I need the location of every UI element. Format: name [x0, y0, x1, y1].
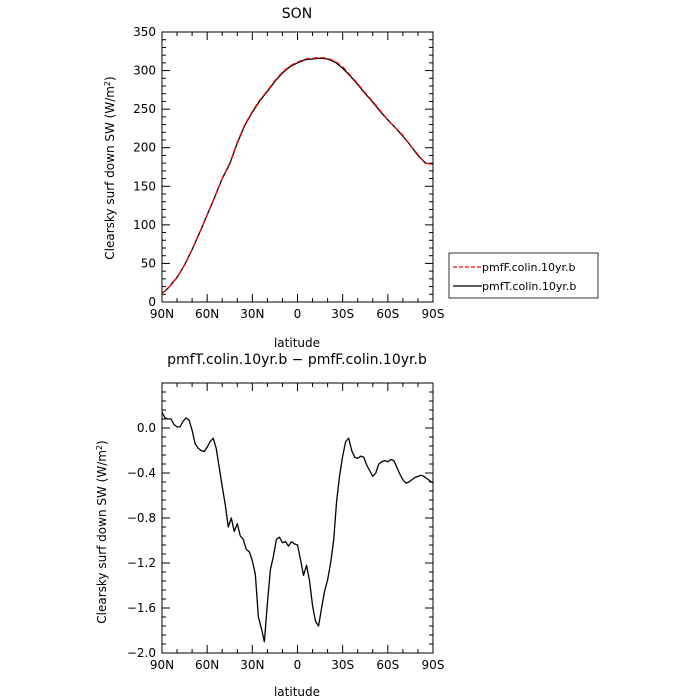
top-chart-x-tick-label: 0 [294, 307, 302, 321]
bottom-chart-y-tick-label: −1.6 [127, 601, 156, 615]
bottom-chart-ticks: 90N 60N 30N 0 30S 60S 90S −2.0 −1.6 −1.2 −0.8 −0.4 0… [127, 382, 445, 672]
top-chart-x-tick-label: 60N [195, 307, 219, 321]
bottom-chart-ylabel-close: ) [95, 440, 109, 445]
top-chart-x-tick-label: 30S [331, 307, 354, 321]
top-chart-ticks: 90N 60N 30N 0 30S 60S 90S 0 50 100 150 200 250 300 350 [133, 25, 444, 321]
legend-label-pmfF: pmfF.colin.10yr.b [482, 261, 576, 274]
bottom-chart-y-tick-label: −2.0 [127, 646, 156, 660]
bottom-chart-ylabel-main: Clearsky surf down SW (W/m [95, 450, 109, 624]
bottom-chart-series-difference [161, 411, 434, 643]
top-chart-panel: SON latitude Clearsky surf down SW (W/m2… [103, 6, 444, 350]
legend-box [448, 252, 599, 299]
top-chart-x-tick-label: 90N [150, 307, 174, 321]
top-chart-y-tick-label: 250 [133, 102, 156, 116]
top-chart-ylabel-superscript: 2 [103, 81, 112, 86]
top-chart-x-tick-label: 90S [422, 307, 445, 321]
top-chart-y-tick-label: 0 [148, 295, 156, 309]
top-chart-ylabel-main: Clearsky surf down SW (W/m [103, 86, 117, 260]
top-chart-y-tick-label: 300 [133, 64, 156, 78]
top-chart-y-tick-label: 50 [141, 256, 156, 270]
bottom-chart-ylabel-superscript: 2 [95, 445, 104, 450]
legend-label-pmfT: pmfT.colin.10yr.b [482, 280, 576, 293]
top-chart-lines [161, 56, 433, 294]
bottom-chart-y-tick-label: −0.4 [127, 466, 156, 480]
top-chart-frame [161, 31, 434, 303]
bottom-chart-x-tick-label: 60S [376, 658, 399, 672]
top-chart-ylabel-close: ) [103, 76, 117, 81]
top-chart-title: SON [282, 6, 312, 22]
top-chart-x-tick-label: 60S [376, 307, 399, 321]
legend: pmfF.colin.10yr.b pmfT.colin.10yr.b [448, 252, 599, 299]
top-chart-series-pmff-colin-10yr-b [161, 56, 433, 294]
bottom-chart-ylabel: Clearsky surf down SW (W/m2) [95, 440, 109, 623]
top-chart-series-pmft-colin-10yr-b [161, 57, 433, 294]
bottom-chart-x-tick-label: 90S [422, 658, 445, 672]
bottom-chart-y-tick-label: −1.2 [127, 556, 156, 570]
top-chart-x-tick-label: 30N [240, 307, 264, 321]
bottom-chart-x-tick-label: 30N [240, 658, 264, 672]
bottom-chart-x-tick-label: 30S [331, 658, 354, 672]
bottom-chart-title: pmfT.colin.10yr.b − pmfF.colin.10yr.b [167, 352, 427, 368]
top-chart-xlabel: latitude [274, 336, 320, 350]
top-chart-ylabel: Clearsky surf down SW (W/m2) [103, 76, 117, 259]
top-chart-y-tick-label: 350 [133, 25, 156, 39]
top-chart-y-tick-label: 200 [133, 141, 156, 155]
bottom-chart-x-tick-label: 0 [294, 658, 302, 672]
bottom-chart-y-tick-label: 0.0 [137, 421, 156, 435]
top-chart-y-tick-label: 150 [133, 179, 156, 193]
bottom-chart-y-tick-label: −0.8 [127, 511, 156, 525]
bottom-chart-xlabel: latitude [274, 685, 320, 699]
top-chart-y-tick-label: 100 [133, 218, 156, 232]
bottom-chart-x-tick-label: 90N [150, 658, 174, 672]
bottom-chart-lines [161, 411, 434, 643]
bottom-chart-panel: pmfT.colin.10yr.b − pmfF.colin.10yr.b la… [95, 352, 444, 699]
bottom-chart-frame [161, 382, 434, 654]
bottom-chart-x-tick-label: 60N [195, 658, 219, 672]
